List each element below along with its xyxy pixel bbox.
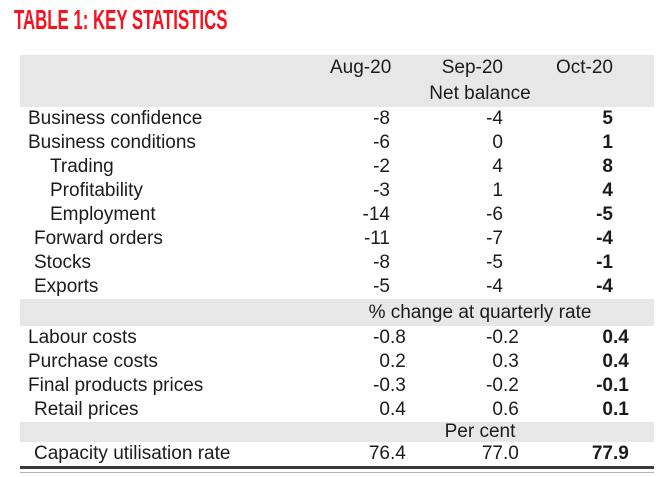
table-row: Business conditions -6 0 1 [20,131,654,155]
statistics-table: Aug-20 Sep-20 Oct-20 Net balance Busines… [20,55,654,469]
table-row: Capacity utilisation rate 76.4 77.0 77.9 [20,442,654,467]
row-label: Purchase costs [28,351,158,373]
row-label: Capacity utilisation rate [34,442,231,464]
cell-sep: -6 [486,204,503,226]
row-label: Exports [34,276,99,298]
cell-aug: -2 [373,156,390,178]
band-label-per-cent: Per cent [444,421,516,443]
header-row-net-balance: Net balance [20,81,654,107]
band-empty-cell [20,422,330,442]
cell-aug: -11 [363,228,390,250]
row-label: Trading [50,156,114,178]
cell-sep: 1 [492,180,503,202]
cell-sep: 0.6 [492,399,519,421]
band-label-net-balance: Net balance [429,83,531,105]
table-row: Profitability -3 1 4 [20,179,654,203]
cell-oct: -4 [596,228,613,250]
column-header-aug: Aug-20 [330,57,392,79]
row-label: Stocks [34,252,92,274]
row-label: Final products prices [28,375,204,397]
cell-sep: 0 [492,132,503,154]
cell-oct: 0.4 [602,327,629,349]
cell-sep: 0.3 [492,351,519,373]
cell-oct: -5 [596,204,613,226]
cell-sep: -0.2 [486,327,519,349]
table-row: Business confidence -8 -4 5 [20,107,654,131]
cell-aug: 76.4 [368,442,406,464]
cell-aug: -0.3 [373,375,406,397]
cell-oct: 8 [602,156,613,178]
row-label: Retail prices [34,399,139,421]
cell-aug: -3 [373,180,390,202]
cell-aug: -5 [373,276,390,298]
band-label-quarterly-rate: % change at quarterly rate [368,301,592,323]
cell-sep: -4 [486,108,503,130]
table-row: Exports -5 -4 -4 [20,275,654,299]
cell-aug: -8 [373,108,390,130]
cell-oct: 0.1 [602,399,629,421]
row-label: Business confidence [28,108,203,130]
key-statistics-table: Aug-20 Sep-20 Oct-20 Net balance Busines… [20,55,654,473]
cell-oct: -1 [596,252,613,274]
cell-oct: -4 [596,276,613,298]
table-row: Forward orders -11 -7 -4 [20,227,654,251]
cell-oct: 77.9 [591,442,629,464]
cell-oct: 0.4 [602,351,629,373]
cell-oct: 5 [602,108,613,130]
table-title: TABLE 1: KEY STATISTICS [14,4,228,35]
cell-aug: -0.8 [373,327,406,349]
cell-aug: 0.4 [379,399,406,421]
row-label: Labour costs [28,327,137,349]
cell-sep: -4 [486,276,503,298]
band-empty-cell [20,299,330,326]
cell-sep: -5 [486,252,503,274]
header-empty-cell [20,81,330,107]
header-row-months: Aug-20 Sep-20 Oct-20 [20,55,654,81]
table-row: Purchase costs 0.2 0.3 0.4 [20,350,654,374]
band-row-quarterly-rate: % change at quarterly rate [20,299,654,326]
cell-sep: 77.0 [481,442,519,464]
table-row: Employment -14 -6 -5 [20,203,654,227]
cell-sep: 4 [492,156,503,178]
bottom-rule-shadow [20,471,654,473]
table-row: Retail prices 0.4 0.6 0.1 [20,398,654,422]
table-row: Stocks -8 -5 -1 [20,251,654,275]
table-row: Trading -2 4 8 [20,155,654,179]
cell-sep: -0.2 [486,375,519,397]
table-row: Labour costs -0.8 -0.2 0.4 [20,326,654,350]
row-label: Employment [50,204,156,226]
cell-aug: -14 [362,204,390,226]
table-row: Final products prices -0.3 -0.2 -0.1 [20,374,654,398]
row-label: Profitability [50,180,143,202]
row-label: Forward orders [34,228,163,250]
cell-aug: -8 [373,252,390,274]
cell-aug: -6 [373,132,390,154]
header-empty-cell [20,55,330,81]
band-row-per-cent: Per cent [20,422,654,442]
cell-aug: 0.2 [379,351,406,373]
cell-oct: -0.1 [596,375,629,397]
row-label: Business conditions [28,132,196,154]
cell-oct: 1 [602,132,613,154]
column-header-sep: Sep-20 [441,57,503,79]
column-header-oct: Oct-20 [555,57,613,79]
cell-oct: 4 [602,180,613,202]
cell-sep: -7 [486,228,503,250]
